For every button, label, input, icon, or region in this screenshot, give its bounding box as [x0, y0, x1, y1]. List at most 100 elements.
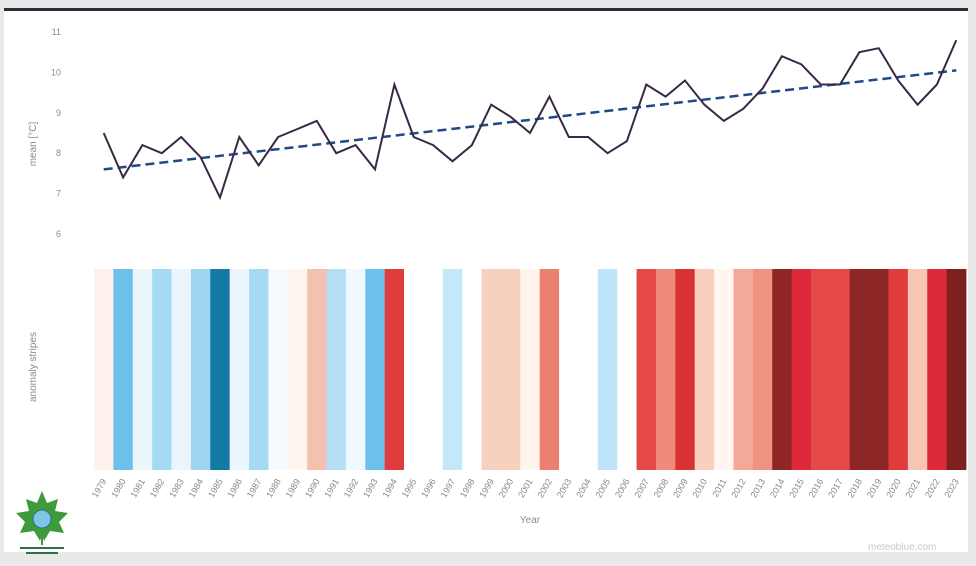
- anomaly-stripe-2007: [636, 269, 657, 470]
- x-tick-label: 2022: [923, 477, 942, 499]
- anomaly-stripe-2019: [869, 269, 889, 470]
- x-tick-label: 1982: [148, 477, 167, 499]
- anomaly-stripe-1986: [229, 269, 250, 470]
- anomaly-stripe-1989: [287, 269, 308, 470]
- x-tick-label: 2004: [574, 477, 593, 499]
- x-tick-label: 1996: [419, 477, 438, 499]
- anomaly-stripe-2020: [888, 269, 909, 470]
- x-tick-label: 2016: [807, 477, 826, 499]
- anomaly-stripe-1987: [249, 269, 269, 470]
- anomaly-stripe-2014: [772, 269, 792, 470]
- chart-frame: 6 7 8 9 10 11 1979 1980 1981 1982 1983 1984 1985 198…: [4, 8, 968, 554]
- y-tick-label: 7: [56, 189, 61, 199]
- x-tick-label: 2019: [865, 477, 884, 499]
- x-tick-label: 1994: [380, 477, 399, 499]
- x-tick-label: 1995: [400, 477, 419, 499]
- anomaly-stripe-1979: [94, 269, 114, 470]
- credit-text: meteoblue.com: [868, 542, 937, 553]
- anomaly-stripe-1991: [326, 269, 347, 470]
- anomaly-stripe-2006: [617, 269, 637, 470]
- x-tick-label: 2000: [497, 477, 516, 499]
- x-tick-label: 1983: [167, 477, 186, 499]
- anomaly-stripe-1990: [307, 269, 327, 470]
- anomaly-stripe-1992: [345, 269, 366, 470]
- x-tick-label: 1999: [477, 477, 496, 499]
- stripes-axis-label: anomaly stripes: [28, 332, 39, 402]
- x-tick-label: 1980: [109, 477, 128, 499]
- x-tick-label: 2014: [768, 477, 787, 499]
- x-tick-label: 1990: [303, 477, 322, 499]
- anomaly-stripe-1988: [268, 269, 289, 470]
- y-axis-label: mean [°C]: [28, 121, 39, 166]
- x-tick-label: 1986: [225, 477, 244, 499]
- anomaly-stripe-2017: [830, 269, 851, 470]
- x-tick-label: 2023: [942, 477, 961, 499]
- anomaly-stripe-2023: [946, 269, 967, 470]
- x-tick-label: 1985: [206, 477, 225, 499]
- x-tick-label: 1997: [439, 477, 458, 499]
- x-tick-label: 1987: [245, 477, 264, 499]
- x-tick-label: 1984: [187, 477, 206, 499]
- anomaly-stripe-2002: [539, 269, 560, 470]
- x-tick-label: 2008: [652, 477, 671, 499]
- x-tick-label: 1991: [322, 477, 341, 499]
- anomaly-stripe-1994: [384, 269, 405, 470]
- anomaly-stripe-1993: [365, 269, 386, 470]
- x-tick-label: 2021: [904, 477, 923, 499]
- anomaly-stripe-2008: [655, 269, 676, 470]
- anomaly-stripe-1982: [152, 269, 172, 470]
- anomaly-stripe-2021: [907, 269, 928, 470]
- x-tick-label: 1993: [361, 477, 380, 499]
- x-axis-label: Year: [520, 515, 541, 526]
- x-tick-label: 1992: [342, 477, 361, 499]
- anomaly-stripe-2009: [675, 269, 696, 470]
- x-tick-label: 2012: [729, 477, 748, 499]
- x-tick-label: 1998: [458, 477, 477, 499]
- anomaly-stripe-1997: [442, 269, 463, 470]
- anomaly-stripe-2022: [927, 269, 948, 470]
- y-tick-label: 6: [56, 229, 61, 239]
- x-tick-label: 2015: [787, 477, 806, 499]
- x-tick-label: 2002: [535, 477, 554, 499]
- x-tick-label: 2009: [671, 477, 690, 499]
- anomaly-stripe-2003: [559, 269, 579, 470]
- x-tick-label: 2018: [845, 477, 864, 499]
- trend-line: [103, 69, 957, 171]
- anomaly-stripe-1998: [462, 269, 482, 470]
- anomaly-stripe-2013: [752, 269, 773, 470]
- x-tick-label: 2011: [710, 477, 728, 499]
- anomaly-stripe-2016: [810, 269, 831, 470]
- anomaly-stripe-2012: [733, 269, 754, 470]
- x-tick-label: 1981: [129, 477, 148, 499]
- anomaly-stripe-1999: [481, 269, 502, 470]
- anomaly-stripe-2005: [597, 269, 618, 470]
- anomaly-stripe-2018: [849, 269, 870, 470]
- anomaly-stripe-1983: [171, 269, 192, 470]
- anomaly-stripe-2015: [791, 269, 812, 470]
- anomaly-stripe-2001: [520, 269, 541, 470]
- x-tick-label: 2005: [594, 477, 613, 499]
- anomaly-stripe-1984: [190, 269, 211, 470]
- anomaly-stripe-1980: [113, 269, 134, 470]
- x-tick-label: 2017: [826, 477, 845, 499]
- x-tick-label: 2003: [555, 477, 574, 499]
- y-tick-label: 9: [56, 108, 61, 118]
- anomaly-stripe-1981: [132, 269, 153, 470]
- x-tick-label: 1988: [264, 477, 283, 499]
- x-tick-label: 1979: [90, 477, 109, 499]
- x-tick-label: 1989: [284, 477, 303, 499]
- mean-temperature-line: [102, 39, 958, 201]
- y-tick-label: 10: [51, 67, 61, 77]
- anomaly-stripe-1996: [423, 269, 444, 470]
- x-tick-label: 2020: [884, 477, 903, 499]
- anomaly-stripe-2000: [500, 269, 521, 470]
- anomaly-stripe-2011: [714, 269, 734, 470]
- logo-image: [14, 489, 70, 561]
- anomaly-stripe-2010: [694, 269, 715, 470]
- x-tick-label: 2006: [613, 477, 632, 499]
- x-tick-label: 2001: [516, 477, 535, 499]
- y-tick-label: 11: [52, 27, 61, 37]
- x-tick-label: 2010: [690, 477, 709, 499]
- anomaly-stripe-2004: [578, 269, 599, 470]
